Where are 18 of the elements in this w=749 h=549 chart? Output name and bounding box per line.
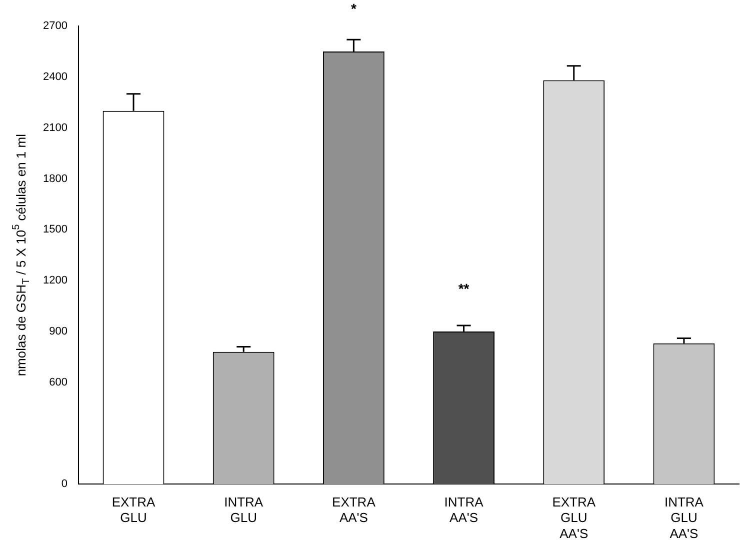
annotation: **: [458, 280, 470, 296]
x-tick-label: INTRA GLU AA'S: [664, 494, 704, 541]
y-tick-label: 1800: [42, 172, 68, 185]
y-tick-label: 0: [61, 478, 68, 490]
x-tick-label: EXTRA GLU: [112, 494, 156, 526]
x-tick-label: INTRA GLU: [224, 494, 264, 526]
y-tick-label: 1500: [42, 224, 68, 236]
y-tick-label: 2700: [42, 20, 68, 32]
y-axis-title: nmolas de GSHT / 5 X 105 células en 1 ml: [10, 134, 32, 376]
x-tick-label: EXTRA GLU AA'S: [552, 494, 596, 541]
y-tick-label: 2100: [42, 122, 68, 134]
y-tick-label: 600: [49, 376, 68, 388]
y-tick-label: 2400: [42, 70, 68, 83]
y-tick-label: 900: [49, 326, 68, 338]
x-tick-label: EXTRA AA'S: [332, 494, 376, 526]
y-tick-label: 1200: [42, 274, 68, 287]
annotation: *: [350, 0, 357, 16]
x-tick-label: INTRA AA'S: [444, 494, 484, 526]
